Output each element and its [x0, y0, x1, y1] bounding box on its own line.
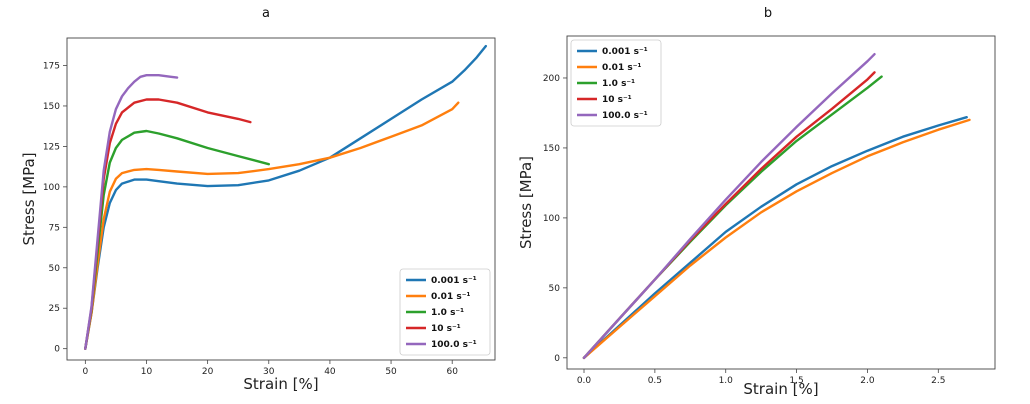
legend-label-1.0: 1.0 s⁻¹ [602, 79, 635, 89]
x-axis-label: Strain [%] [743, 380, 818, 398]
y-tick-label: 100 [43, 183, 60, 193]
legend: 0.001 s⁻¹ 0.01 s⁻¹ 1.0 s⁻¹ 10 s⁻¹ 100.0 s⁻¹ [570, 39, 662, 127]
x-tick-label: 0.0 [577, 376, 592, 386]
legend-label-100.0: 100.0 s⁻¹ [431, 340, 477, 350]
y-tick-label: 200 [543, 74, 560, 84]
series-line-0.01 [84, 101, 460, 350]
y-axis-label: Stress [MPa] [20, 152, 38, 245]
y-tick-label: 150 [43, 102, 60, 112]
x-axis-label: Strain [%] [243, 375, 318, 393]
legend-label-100.0: 100.0 s⁻¹ [602, 111, 648, 121]
panel-b: b 0.0 0.5 1.0 1.5 2.0 2.5 0 50 100 150 200 Strain [%… [517, 6, 996, 398]
y-tick-label: 25 [49, 304, 60, 314]
plot-frame [66, 37, 496, 361]
panel-label: a [262, 6, 270, 21]
y-tick-label: 175 [43, 62, 60, 72]
x-tick-label: 2.0 [860, 376, 875, 386]
legend-label-0.001: 0.001 s⁻¹ [602, 47, 648, 57]
y-tick-label: 125 [43, 142, 60, 152]
panel-a: a 0 10 20 30 40 50 60 0 25 50 75 100 125 150 175 Strain … [20, 6, 496, 393]
x-tick-label: 1.0 [719, 376, 734, 386]
y-tick-label: 100 [543, 214, 560, 224]
y-tick-label: 0 [54, 345, 60, 355]
series-line-0.01 [582, 118, 971, 359]
series-line-100.0 [84, 73, 179, 350]
legend-label-1.0: 1.0 s⁻¹ [431, 308, 464, 318]
x-tick-label: 0.5 [648, 376, 662, 386]
legend-label-10: 10 s⁻¹ [431, 324, 461, 334]
x-tick-label: 20 [202, 367, 214, 377]
legend-box [570, 39, 662, 127]
series-line-0.001 [582, 115, 968, 359]
legend-label-0.01: 0.01 s⁻¹ [431, 292, 470, 302]
y-tick-label: 0 [554, 354, 560, 364]
x-tick-label: 60 [446, 367, 458, 377]
series-line-100.0 [582, 53, 876, 359]
plot-frame [566, 35, 996, 370]
legend-label-0.01: 0.01 s⁻¹ [602, 63, 641, 73]
x-tick-label: 0 [82, 367, 88, 377]
series-line-0.001 [84, 44, 487, 350]
y-tick-label: 50 [549, 284, 561, 294]
y-tick-label: 150 [543, 144, 560, 154]
x-tick-label: 40 [324, 367, 336, 377]
panel-label: b [764, 6, 772, 21]
y-tick-label: 75 [49, 223, 60, 233]
legend-label-10: 10 s⁻¹ [602, 95, 632, 105]
y-axis-label: Stress [MPa] [517, 156, 535, 249]
legend-box [399, 268, 491, 356]
x-tick-label: 10 [141, 367, 153, 377]
y-tick-label: 50 [49, 264, 61, 274]
legend: 0.001 s⁻¹ 0.01 s⁻¹ 1.0 s⁻¹ 10 s⁻¹ 100.0 s⁻¹ [399, 268, 491, 356]
legend-label-0.001: 0.001 s⁻¹ [431, 276, 477, 286]
series-line-1.0 [84, 129, 270, 350]
x-tick-label: 1.5 [789, 376, 803, 386]
x-tick-label: 30 [263, 367, 275, 377]
x-tick-label: 50 [385, 367, 397, 377]
x-tick-label: 2.5 [931, 376, 945, 386]
